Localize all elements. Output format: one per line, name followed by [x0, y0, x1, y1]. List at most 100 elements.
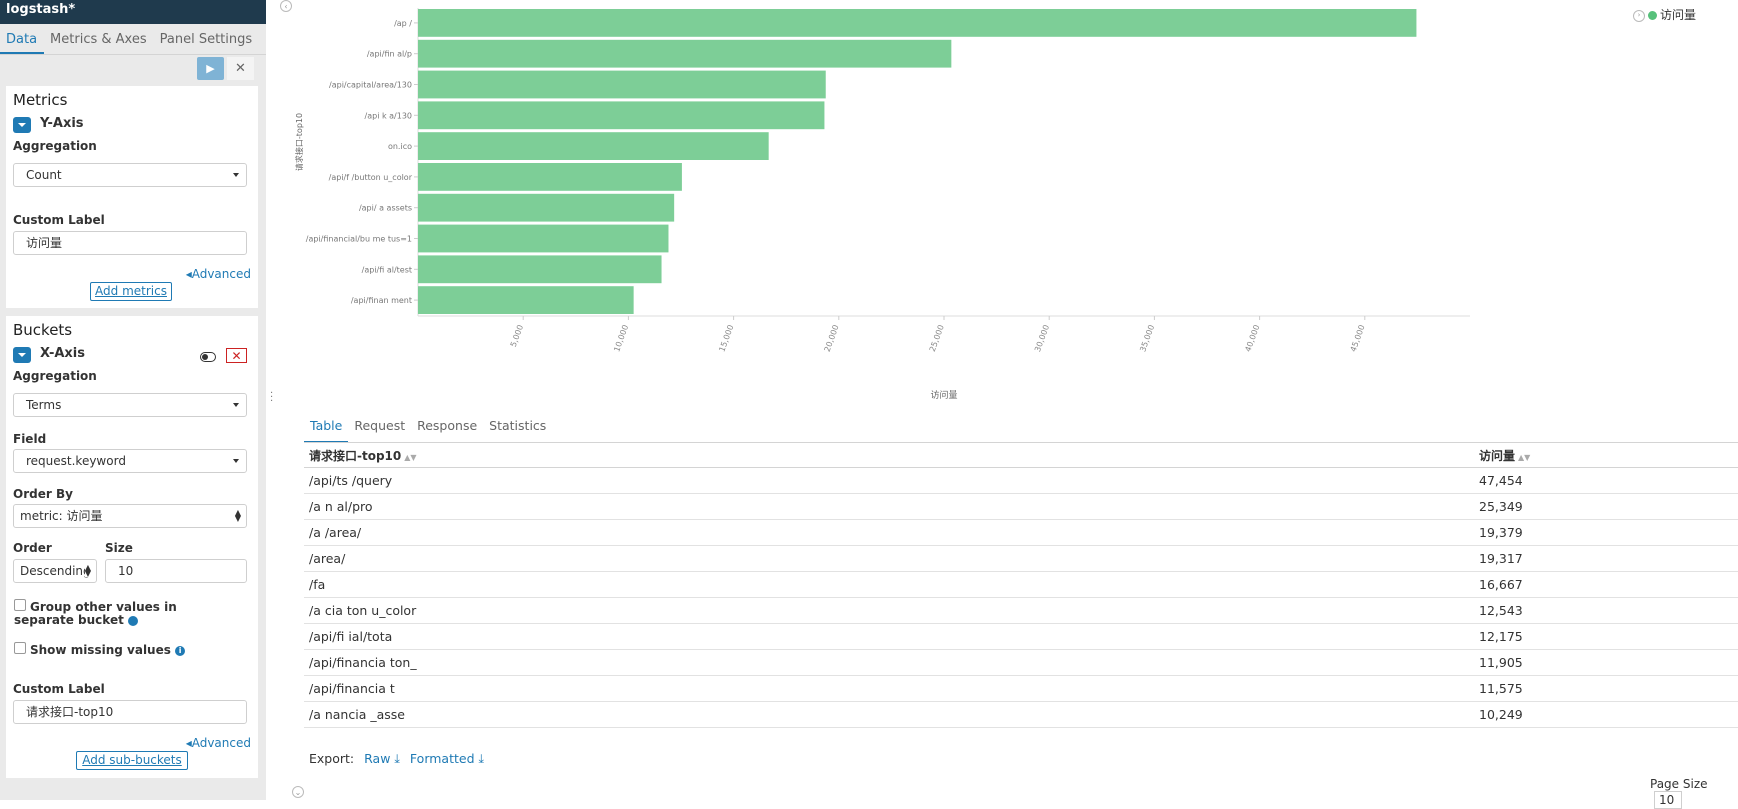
legend-toggle-icon[interactable]: › — [1633, 9, 1645, 22]
bar[interactable] — [418, 286, 634, 314]
x-tick-label: 15,000 — [717, 324, 735, 353]
remove-bucket-button[interactable]: ✕ — [226, 348, 247, 363]
bar[interactable] — [418, 9, 1417, 37]
table-row: /a nancia _asse 10,249 — [304, 701, 1738, 728]
bucket-custom-label-input[interactable]: 请求接口-top10 — [13, 700, 247, 724]
caret-left-icon: ◂ — [185, 267, 192, 281]
column-header-count[interactable]: 访问量 ▲▼ — [1474, 443, 1738, 468]
table-cell-request: /api/financia t — [304, 675, 1474, 702]
export-formatted-link[interactable]: Formatted ⤓ — [410, 751, 484, 766]
bucket-aggregation-select[interactable]: Terms — [13, 393, 247, 417]
metric-advanced-link[interactable]: ◂Advanced — [186, 267, 251, 281]
apply-changes-button[interactable]: ▶ — [197, 57, 224, 80]
y-axis-collapse-toggle[interactable] — [13, 117, 31, 133]
collapse-sidebar-icon[interactable]: ‹ — [280, 0, 292, 12]
table-cell-count: 11,905 — [1474, 649, 1738, 676]
y-tick-label: on.ico — [388, 142, 412, 151]
bar[interactable] — [418, 132, 769, 160]
x-tick-label: 40,000 — [1243, 324, 1261, 353]
size-label: Size — [105, 541, 133, 555]
export-formatted-label: Formatted — [409, 751, 475, 766]
add-metrics-button[interactable]: Add metrics — [90, 282, 172, 301]
index-pattern-title: logstash* — [0, 0, 266, 24]
bar[interactable] — [418, 224, 669, 253]
bar[interactable] — [418, 255, 662, 284]
table-cell-request: /a cia ton u_color — [304, 597, 1474, 624]
toggle-enabled-icon[interactable] — [200, 352, 216, 362]
discard-changes-button[interactable]: ✕ — [227, 57, 254, 80]
metric-custom-label-input[interactable]: 访问量 — [13, 231, 247, 255]
order-by-label: Order By — [13, 487, 73, 501]
bucket-aggregation-value: Terms — [26, 398, 62, 412]
x-axis-agg-name: X-Axis — [40, 346, 85, 361]
field-label: Field — [13, 432, 47, 446]
bar[interactable] — [418, 163, 682, 191]
order-by-select[interactable]: metric: 访问量 ▲ ▼ — [13, 504, 247, 528]
y-axis-title: 请求接口-top10 — [294, 113, 304, 171]
order-select[interactable]: Descending ▲ ▼ — [13, 559, 97, 583]
table-cell-count: 12,543 — [1474, 597, 1738, 624]
x-tick-label: 10,000 — [612, 324, 630, 353]
chart-panel: /ap / /api/fin al/p/api/capital/area/130 /… — [278, 0, 1738, 410]
export-label: Export: — [309, 751, 355, 766]
sort-icon[interactable]: ▲▼ — [404, 452, 417, 462]
group-other-checkbox[interactable] — [14, 599, 26, 611]
bar[interactable] — [418, 39, 952, 68]
show-missing-checkbox[interactable] — [14, 642, 26, 654]
order-value: Descending — [20, 564, 91, 578]
table-cell-count: 12,175 — [1474, 623, 1738, 650]
table-row: /a n al/pro 25,349 — [304, 493, 1738, 520]
table-cell-request: /fa — [304, 571, 1474, 598]
info-icon[interactable]: i — [128, 615, 147, 626]
page-size-label: Page Size — [1650, 777, 1708, 791]
bar[interactable] — [418, 101, 825, 130]
tab-table[interactable]: Table — [304, 412, 349, 443]
tab-data[interactable]: Data — [0, 26, 45, 54]
y-tick-label: /api/fin al/p — [367, 50, 412, 59]
table-cell-count: 19,379 — [1474, 519, 1738, 546]
y-tick-label: /ap / — [394, 19, 412, 28]
chevron-down-icon — [233, 459, 239, 463]
add-sub-buckets-button[interactable]: Add sub-buckets — [76, 751, 188, 770]
bar-chart: /ap / /api/fin al/p/api/capital/area/130 /… — [294, 8, 1470, 401]
field-select[interactable]: request.keyword — [13, 449, 247, 473]
apply-toolbar: ▶ ✕ — [0, 55, 266, 81]
buckets-title: Buckets — [13, 321, 73, 339]
sort-icon[interactable]: ▲▼ — [1518, 452, 1531, 462]
table-cell-request: /a /area/ — [304, 519, 1474, 546]
table-row: /api/fi ial/tota 12,175 — [304, 623, 1738, 650]
table-cell-request: /a nancia _asse — [304, 701, 1474, 728]
info-icon[interactable]: i — [175, 645, 186, 656]
tab-request[interactable]: Request — [354, 418, 406, 433]
y-tick-label: /api/capital/area/130 — [329, 81, 412, 90]
export-raw-label: Raw — [364, 751, 391, 766]
export-raw-link[interactable]: Raw ⤓ — [364, 751, 400, 766]
metric-aggregation-select[interactable]: Count — [13, 163, 247, 187]
tab-panel-settings[interactable]: Panel Settings — [159, 32, 253, 47]
legend-label[interactable]: 访问量 — [1660, 8, 1697, 22]
table-cell-request: /api/ts /query — [304, 467, 1474, 494]
order-by-value: metric: 访问量 — [20, 509, 103, 523]
download-icon: ⤓ — [394, 751, 400, 766]
x-axis-collapse-toggle[interactable] — [13, 347, 31, 363]
x-tick-label: 30,000 — [1033, 324, 1051, 353]
group-other-text: Group other values in separate bucket — [14, 600, 177, 627]
column-header-label: 请求接口-top10 — [309, 448, 402, 463]
tab-response[interactable]: Response — [417, 418, 478, 433]
legend-color-dot — [1648, 11, 1657, 20]
y-tick-label: /api/fi al/test — [362, 265, 412, 274]
table-row: /api/financia t 11,575 — [304, 675, 1738, 702]
column-header-request[interactable]: 请求接口-top10 ▲▼ — [304, 443, 1474, 468]
tab-statistics[interactable]: Statistics — [489, 418, 547, 433]
bar[interactable] — [418, 193, 675, 222]
y-tick-label: /api/financial/bu me tus=1 — [306, 235, 412, 244]
bar[interactable] — [418, 70, 826, 99]
advanced-label: Advanced — [191, 736, 251, 750]
bucket-advanced-link[interactable]: ◂Advanced — [186, 736, 251, 750]
resize-divider[interactable]: · · · — [266, 0, 278, 800]
expand-inspector-icon[interactable]: ⌄ — [292, 786, 304, 798]
tab-metrics-axes[interactable]: Metrics & Axes — [50, 32, 147, 47]
updown-icon: ▲ ▼ — [84, 563, 91, 578]
size-input[interactable]: 10 — [105, 559, 247, 583]
page-size-input[interactable]: 10 — [1654, 791, 1682, 809]
